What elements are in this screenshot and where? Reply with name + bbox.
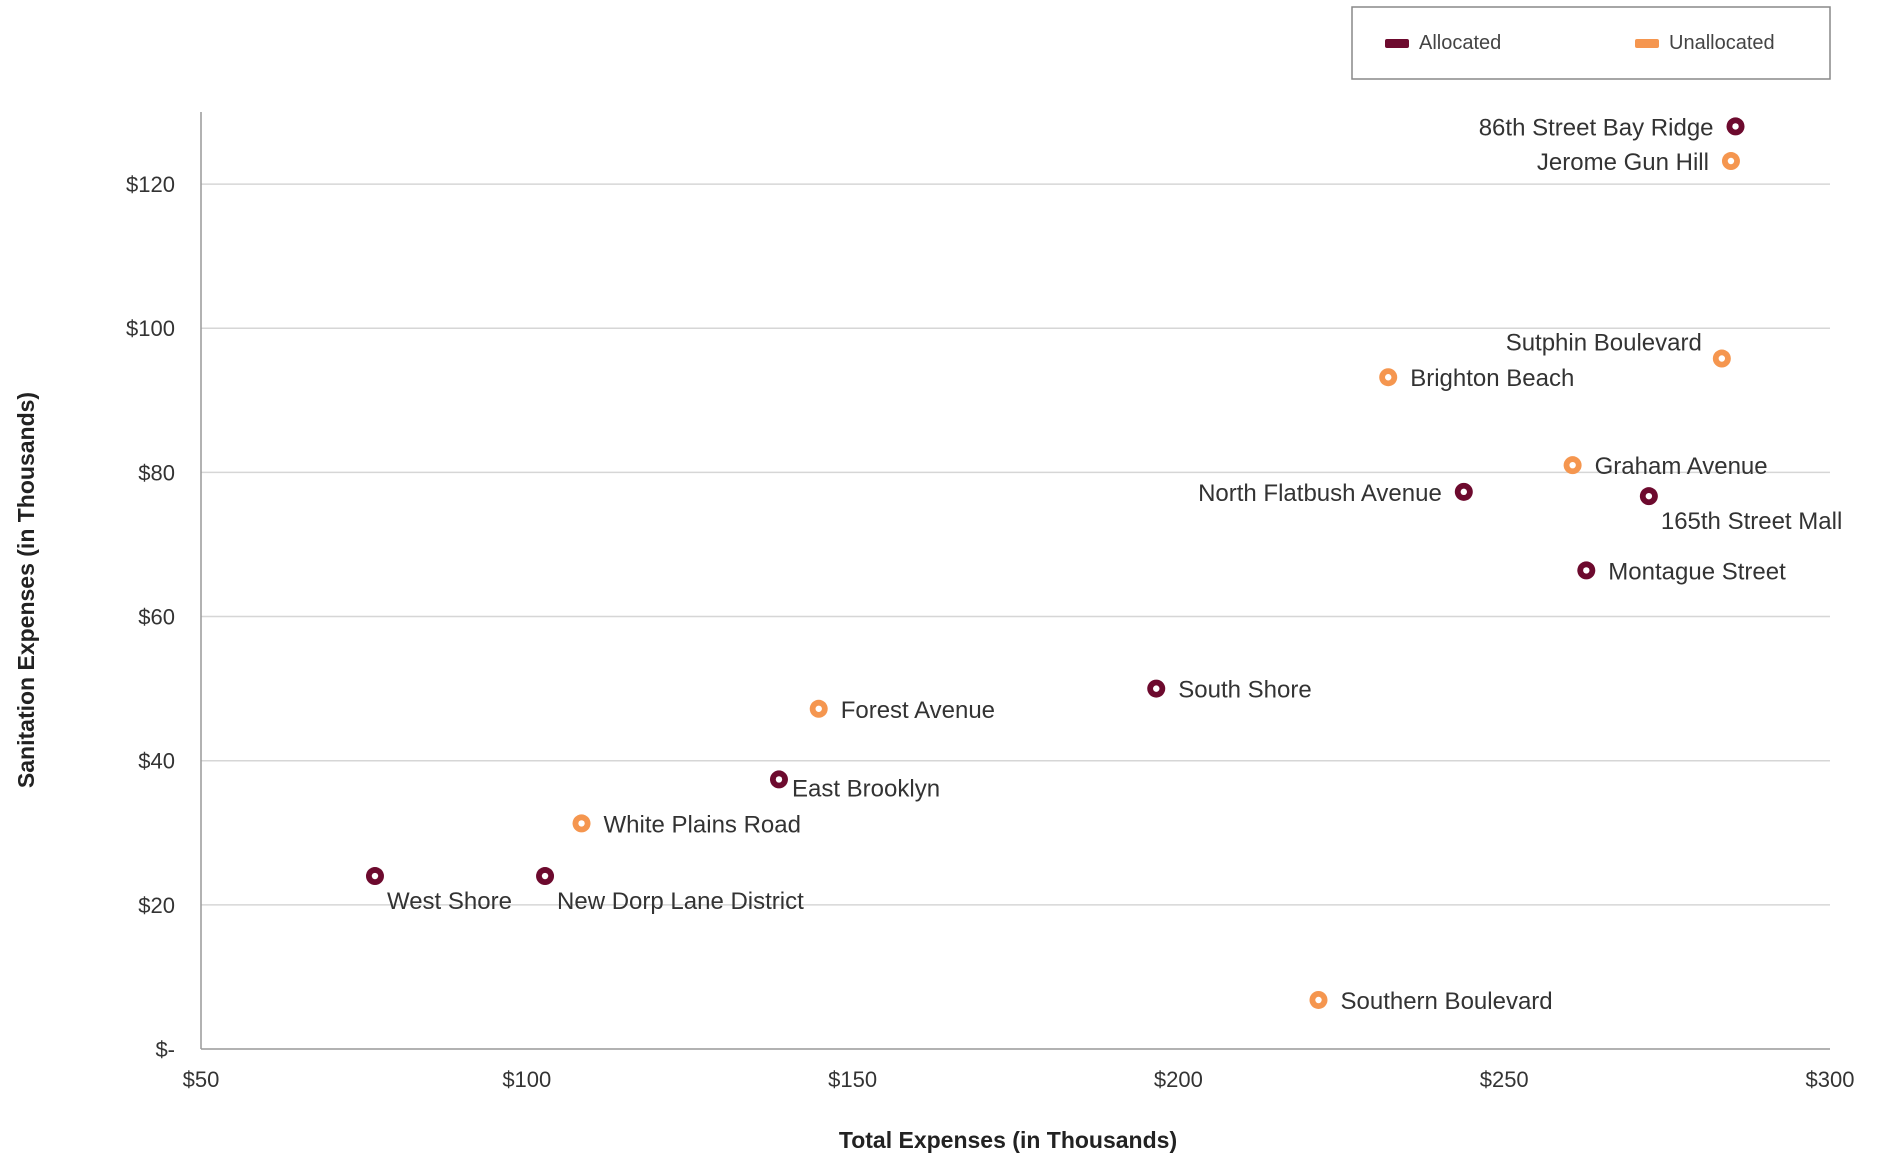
point-label: Jerome Gun Hill [1537,149,1709,176]
y-tick-label: $20 [138,893,175,918]
point-label: Southern Boulevard [1340,988,1552,1015]
point-label: 86th Street Bay Ridge [1479,114,1714,141]
y-tick-label: $120 [126,172,175,197]
point-west-shore: West Shore [365,867,512,915]
point-label: White Plains Road [604,811,801,838]
point-jerome-gun-hill: Jerome Gun Hill [1537,149,1740,176]
y-tick-label: $40 [138,749,175,774]
point-sutphin-boulevard: Sutphin Boulevard [1506,330,1731,368]
point-marker-center [1583,567,1590,574]
x-tick-label: $250 [1480,1067,1529,1092]
point-east-brooklyn: East Brooklyn [769,770,940,802]
point-forest-avenue: Forest Avenue [809,697,995,724]
point-label: North Flatbush Avenue [1198,480,1442,507]
point-north-flatbush-avenue: North Flatbush Avenue [1198,480,1473,507]
point-86th-street-bay-ridge: 86th Street Bay Ridge [1479,114,1745,141]
point-white-plains-road: White Plains Road [572,811,801,838]
legend: Allocated Unallocated [1351,6,1831,80]
data-points: 86th Street Bay Ridge North Flatbush Aven… [365,114,1842,1015]
point-label: East Brooklyn [792,775,940,802]
point-label: Montague Street [1608,558,1786,585]
point-marker-center [815,705,822,712]
point-marker-center [775,776,783,783]
point-graham-avenue: Graham Avenue [1563,453,1768,480]
legend-box [1351,6,1831,80]
point-marker-center [1460,488,1468,496]
grid-lines [201,183,1830,906]
point-marker-center [1732,123,1739,130]
legend-label: Unallocated [1669,32,1775,54]
point-marker-center [1153,685,1160,692]
point-marker-center [578,820,585,827]
point-montague-street: Montague Street [1577,558,1786,585]
point-label: Graham Avenue [1595,453,1768,480]
legend-swatch [1635,39,1659,48]
y-tick-label: $80 [138,460,175,485]
point-label: New Dorp Lane District [557,888,804,915]
point-marker-center [1727,157,1735,165]
x-tick-label: $300 [1806,1067,1855,1092]
point-marker-center [1315,996,1322,1004]
x-axis-ticks: $50 $100 $150 $200 $250 $300 [183,1067,1855,1092]
point-new-dorp-lane-district: New Dorp Lane District [536,867,804,915]
point-label: South Shore [1178,677,1311,704]
point-southern-boulevard: Southern Boulevard [1309,988,1553,1015]
y-axis-ticks: $- $20 $40 $60 $80 $100 $120 [126,172,175,1062]
x-tick-label: $150 [828,1067,877,1092]
x-axis-title: Total Expenses (in Thousands) [839,1127,1177,1153]
point-marker-center [1718,355,1726,362]
point-south-shore: South Shore [1147,677,1312,704]
y-tick-label: $60 [138,605,175,630]
x-tick-label: $200 [1154,1067,1203,1092]
x-tick-label: $100 [502,1067,551,1092]
point-marker-center [1385,374,1392,381]
point-label: Sutphin Boulevard [1506,330,1702,357]
legend-item-allocated: Allocated [1385,32,1501,54]
legend-label: Allocated [1419,32,1501,54]
point-marker-center [1645,492,1653,500]
point-brighton-beach: Brighton Beach [1379,365,1574,392]
point-marker-center [371,872,379,880]
point-label: Brighton Beach [1410,365,1574,392]
point-label: 165th Street Mall [1661,508,1842,535]
legend-item-unallocated: Unallocated [1635,32,1775,54]
point-marker-center [541,872,549,880]
point-165th-street-mall: 165th Street Mall [1639,487,1842,535]
point-label: West Shore [387,888,512,915]
point-marker-center [1569,461,1576,469]
point-label: Forest Avenue [841,697,995,724]
legend-swatch [1385,39,1409,48]
x-tick-label: $50 [183,1067,220,1092]
y-tick-label: $100 [126,316,175,341]
y-axis-title: Sanitation Expenses (in Thousands) [13,392,39,788]
y-tick-label: $- [155,1037,175,1062]
